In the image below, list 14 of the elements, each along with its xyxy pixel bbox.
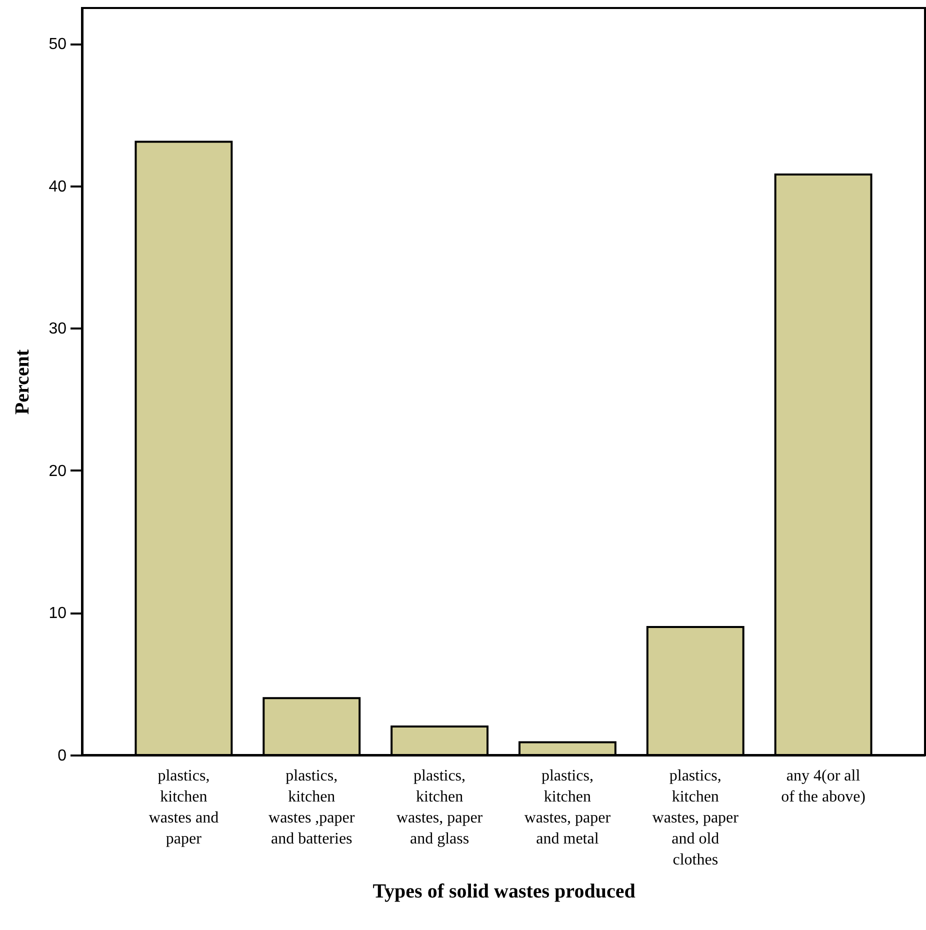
x-tick-label: plastics, kitchen wastes, paper and old clothes bbox=[652, 768, 740, 868]
y-tick-label: 50 bbox=[48, 36, 67, 54]
y-tick-label: 40 bbox=[48, 178, 67, 196]
x-axis-title: Types of solid wastes produced bbox=[372, 880, 636, 902]
x-tick-label: plastics, kitchen wastes and paper bbox=[148, 768, 219, 848]
y-tick-label: 20 bbox=[48, 462, 67, 480]
x-tick-label: plastics, kitchen wastes, paper and glass bbox=[396, 768, 484, 848]
y-tick-label: 10 bbox=[48, 605, 67, 622]
x-tick-label: plastics, kitchen wastes, paper and metal bbox=[524, 768, 612, 848]
x-tick-label: plastics, kitchen wastes ,paper and batteries bbox=[268, 768, 356, 848]
y-tick-label: 30 bbox=[48, 320, 67, 338]
x-tick-label: any 4(or all of the above) bbox=[781, 768, 866, 806]
y-tick-label: 0 bbox=[58, 748, 67, 764]
y-axis-title: Percent bbox=[12, 349, 34, 415]
